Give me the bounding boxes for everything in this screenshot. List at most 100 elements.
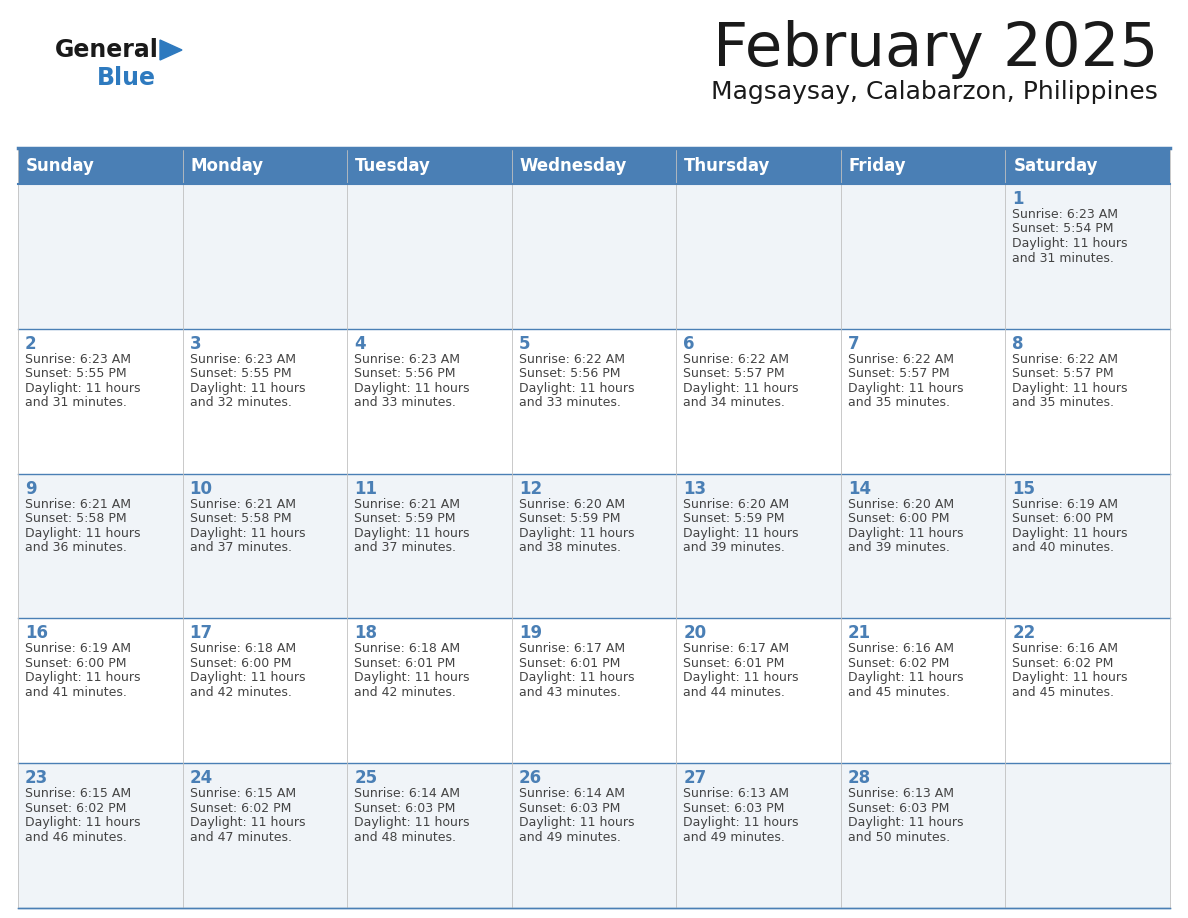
Text: and 40 minutes.: and 40 minutes. bbox=[1012, 541, 1114, 554]
Text: Daylight: 11 hours: Daylight: 11 hours bbox=[683, 671, 798, 685]
Text: 23: 23 bbox=[25, 769, 49, 788]
Text: Sunrise: 6:23 AM: Sunrise: 6:23 AM bbox=[354, 353, 460, 365]
Text: Sunrise: 6:17 AM: Sunrise: 6:17 AM bbox=[683, 643, 789, 655]
Text: 1: 1 bbox=[1012, 190, 1024, 208]
Text: Daylight: 11 hours: Daylight: 11 hours bbox=[848, 382, 963, 395]
Text: Tuesday: Tuesday bbox=[355, 157, 431, 175]
Bar bbox=[18, 329, 1170, 474]
Text: Sunrise: 6:23 AM: Sunrise: 6:23 AM bbox=[190, 353, 296, 365]
Text: Daylight: 11 hours: Daylight: 11 hours bbox=[354, 816, 469, 829]
Text: Magsaysay, Calabarzon, Philippines: Magsaysay, Calabarzon, Philippines bbox=[712, 80, 1158, 104]
Text: Daylight: 11 hours: Daylight: 11 hours bbox=[519, 671, 634, 685]
Text: and 34 minutes.: and 34 minutes. bbox=[683, 397, 785, 409]
Text: Daylight: 11 hours: Daylight: 11 hours bbox=[190, 527, 305, 540]
Text: Sunrise: 6:20 AM: Sunrise: 6:20 AM bbox=[519, 498, 625, 510]
Text: and 44 minutes.: and 44 minutes. bbox=[683, 686, 785, 699]
Text: 7: 7 bbox=[848, 335, 859, 353]
Text: Daylight: 11 hours: Daylight: 11 hours bbox=[354, 382, 469, 395]
Text: Sunset: 6:03 PM: Sunset: 6:03 PM bbox=[354, 801, 455, 814]
Text: Sunrise: 6:16 AM: Sunrise: 6:16 AM bbox=[848, 643, 954, 655]
Text: February 2025: February 2025 bbox=[713, 20, 1158, 79]
Text: 17: 17 bbox=[190, 624, 213, 643]
Text: Sunset: 6:02 PM: Sunset: 6:02 PM bbox=[25, 801, 126, 814]
Text: 3: 3 bbox=[190, 335, 201, 353]
Text: Daylight: 11 hours: Daylight: 11 hours bbox=[190, 671, 305, 685]
Text: Sunset: 5:59 PM: Sunset: 5:59 PM bbox=[354, 512, 456, 525]
Text: Sunrise: 6:20 AM: Sunrise: 6:20 AM bbox=[683, 498, 789, 510]
Text: Daylight: 11 hours: Daylight: 11 hours bbox=[25, 382, 140, 395]
Text: and 37 minutes.: and 37 minutes. bbox=[190, 541, 291, 554]
Text: Daylight: 11 hours: Daylight: 11 hours bbox=[25, 816, 140, 829]
Text: and 42 minutes.: and 42 minutes. bbox=[354, 686, 456, 699]
Text: Sunrise: 6:21 AM: Sunrise: 6:21 AM bbox=[25, 498, 131, 510]
Text: and 48 minutes.: and 48 minutes. bbox=[354, 831, 456, 844]
Text: Friday: Friday bbox=[849, 157, 906, 175]
Text: Sunset: 6:01 PM: Sunset: 6:01 PM bbox=[354, 657, 455, 670]
Text: Daylight: 11 hours: Daylight: 11 hours bbox=[848, 816, 963, 829]
Text: and 43 minutes.: and 43 minutes. bbox=[519, 686, 620, 699]
Text: Sunrise: 6:13 AM: Sunrise: 6:13 AM bbox=[683, 788, 789, 800]
Text: 21: 21 bbox=[848, 624, 871, 643]
Text: Sunday: Sunday bbox=[26, 157, 95, 175]
Text: Daylight: 11 hours: Daylight: 11 hours bbox=[519, 382, 634, 395]
Text: and 33 minutes.: and 33 minutes. bbox=[519, 397, 620, 409]
Text: Sunrise: 6:23 AM: Sunrise: 6:23 AM bbox=[1012, 208, 1118, 221]
Text: 27: 27 bbox=[683, 769, 707, 788]
Text: 20: 20 bbox=[683, 624, 707, 643]
Text: and 35 minutes.: and 35 minutes. bbox=[848, 397, 950, 409]
Text: 8: 8 bbox=[1012, 335, 1024, 353]
Text: Sunrise: 6:22 AM: Sunrise: 6:22 AM bbox=[519, 353, 625, 365]
Text: Sunset: 5:58 PM: Sunset: 5:58 PM bbox=[190, 512, 291, 525]
Text: and 37 minutes.: and 37 minutes. bbox=[354, 541, 456, 554]
Text: and 49 minutes.: and 49 minutes. bbox=[519, 831, 620, 844]
Text: Sunset: 6:00 PM: Sunset: 6:00 PM bbox=[25, 657, 126, 670]
Polygon shape bbox=[160, 40, 182, 60]
Text: 4: 4 bbox=[354, 335, 366, 353]
Text: and 45 minutes.: and 45 minutes. bbox=[848, 686, 950, 699]
Text: and 50 minutes.: and 50 minutes. bbox=[848, 831, 950, 844]
Text: Daylight: 11 hours: Daylight: 11 hours bbox=[190, 816, 305, 829]
Text: Blue: Blue bbox=[97, 66, 156, 90]
Text: 6: 6 bbox=[683, 335, 695, 353]
Text: Saturday: Saturday bbox=[1013, 157, 1098, 175]
Text: Sunset: 6:03 PM: Sunset: 6:03 PM bbox=[848, 801, 949, 814]
Text: Sunset: 6:01 PM: Sunset: 6:01 PM bbox=[519, 657, 620, 670]
Text: Sunset: 6:03 PM: Sunset: 6:03 PM bbox=[683, 801, 784, 814]
Bar bbox=[18, 763, 1170, 908]
Text: and 41 minutes.: and 41 minutes. bbox=[25, 686, 127, 699]
Bar bbox=[18, 148, 1170, 184]
Text: Daylight: 11 hours: Daylight: 11 hours bbox=[683, 816, 798, 829]
Text: Sunset: 6:03 PM: Sunset: 6:03 PM bbox=[519, 801, 620, 814]
Text: 11: 11 bbox=[354, 479, 377, 498]
Text: Sunset: 5:54 PM: Sunset: 5:54 PM bbox=[1012, 222, 1114, 236]
Text: Sunrise: 6:15 AM: Sunrise: 6:15 AM bbox=[190, 788, 296, 800]
Text: Daylight: 11 hours: Daylight: 11 hours bbox=[848, 671, 963, 685]
Text: Sunrise: 6:21 AM: Sunrise: 6:21 AM bbox=[354, 498, 460, 510]
Text: and 39 minutes.: and 39 minutes. bbox=[848, 541, 949, 554]
Text: and 42 minutes.: and 42 minutes. bbox=[190, 686, 291, 699]
Text: 14: 14 bbox=[848, 479, 871, 498]
Text: Sunrise: 6:14 AM: Sunrise: 6:14 AM bbox=[354, 788, 460, 800]
Text: 19: 19 bbox=[519, 624, 542, 643]
Text: Sunrise: 6:16 AM: Sunrise: 6:16 AM bbox=[1012, 643, 1118, 655]
Text: and 36 minutes.: and 36 minutes. bbox=[25, 541, 127, 554]
Text: Thursday: Thursday bbox=[684, 157, 771, 175]
Text: 28: 28 bbox=[848, 769, 871, 788]
Text: Sunrise: 6:18 AM: Sunrise: 6:18 AM bbox=[354, 643, 460, 655]
Text: Sunset: 6:02 PM: Sunset: 6:02 PM bbox=[190, 801, 291, 814]
Text: 15: 15 bbox=[1012, 479, 1036, 498]
Text: 2: 2 bbox=[25, 335, 37, 353]
Text: Daylight: 11 hours: Daylight: 11 hours bbox=[25, 671, 140, 685]
Text: and 31 minutes.: and 31 minutes. bbox=[25, 397, 127, 409]
Text: Daylight: 11 hours: Daylight: 11 hours bbox=[683, 382, 798, 395]
Text: and 45 minutes.: and 45 minutes. bbox=[1012, 686, 1114, 699]
Text: and 38 minutes.: and 38 minutes. bbox=[519, 541, 620, 554]
Text: Sunrise: 6:21 AM: Sunrise: 6:21 AM bbox=[190, 498, 296, 510]
Text: Sunset: 5:55 PM: Sunset: 5:55 PM bbox=[25, 367, 127, 380]
Text: Daylight: 11 hours: Daylight: 11 hours bbox=[354, 527, 469, 540]
Text: 18: 18 bbox=[354, 624, 377, 643]
Text: Sunset: 5:56 PM: Sunset: 5:56 PM bbox=[354, 367, 456, 380]
Text: and 39 minutes.: and 39 minutes. bbox=[683, 541, 785, 554]
Text: 5: 5 bbox=[519, 335, 530, 353]
Text: Sunset: 5:56 PM: Sunset: 5:56 PM bbox=[519, 367, 620, 380]
